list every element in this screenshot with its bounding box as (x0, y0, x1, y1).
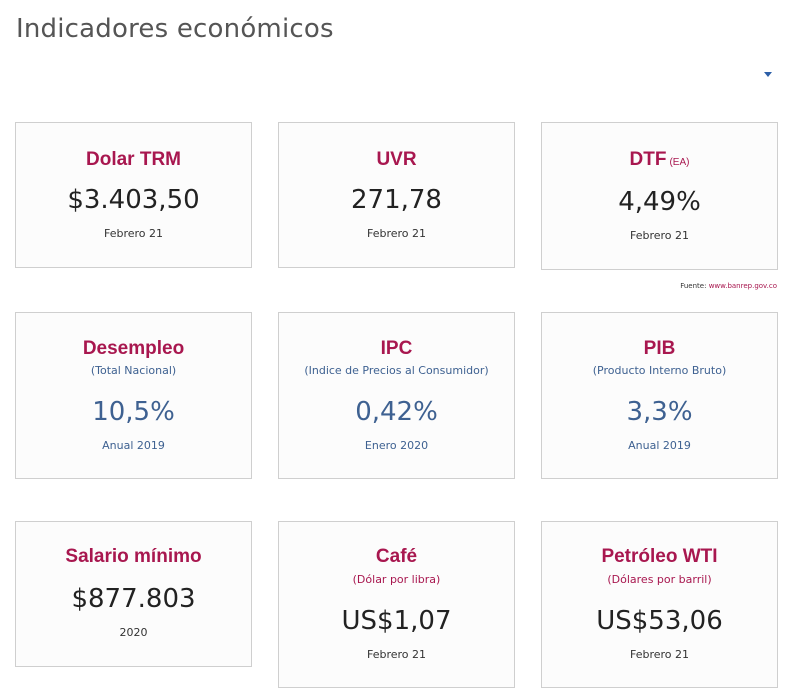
indicator-card-ipc: IPC (Indice de Precios al Consumidor) 0,… (278, 312, 515, 479)
card-title: Petróleo WTI (601, 546, 718, 567)
card-title: Desempleo (82, 338, 185, 359)
card-value: $3.403,50 (67, 185, 200, 215)
page-title: Indicadores económicos (16, 14, 334, 44)
caret-down-icon[interactable] (764, 72, 772, 77)
source-label: Fuente: (680, 282, 707, 290)
indicator-card-dolar-trm: Dolar TRM $3.403,50 Febrero 21 (15, 122, 252, 268)
card-value: US$53,06 (596, 606, 723, 636)
indicator-card-cafe: Café (Dólar por libra) US$1,07 Febrero 2… (278, 521, 515, 688)
card-subtitle: (Indice de Precios al Consumidor) (304, 364, 489, 377)
indicator-card-uvr: UVR 271,78 Febrero 21 (278, 122, 515, 268)
card-title: PIB (643, 338, 676, 359)
card-value: 3,3% (626, 397, 693, 427)
card-subtitle: (Total Nacional) (90, 364, 177, 377)
card-date: Anual 2019 (102, 439, 165, 452)
card-title: UVR (376, 149, 417, 170)
indicator-card-salario-minimo: Salario mínimo $877.803 2020 (15, 521, 252, 667)
indicator-card-petroleo-wti: Petróleo WTI (Dólares por barril) US$53,… (541, 521, 778, 688)
card-date: Febrero 21 (366, 227, 427, 240)
card-title: DTF (EA) (629, 149, 690, 170)
card-date: Febrero 21 (629, 229, 690, 242)
card-subtitle: (Producto Interno Bruto) (592, 364, 727, 377)
card-title: Café (375, 546, 418, 567)
source-link[interactable]: www.banrep.gov.co (708, 282, 777, 290)
card-value: 10,5% (92, 397, 175, 427)
card-title-suffix: (EA) (669, 157, 690, 168)
card-value: 4,49% (618, 187, 701, 217)
card-date: Anual 2019 (628, 439, 691, 452)
card-title: Salario mínimo (65, 546, 202, 567)
card-date: Febrero 21 (366, 648, 427, 661)
indicator-card-dtf: DTF (EA) 4,49% Febrero 21 (541, 122, 778, 270)
card-subtitle: (Dólar por libra) (352, 573, 441, 586)
card-date: Enero 2020 (364, 439, 429, 452)
indicator-card-desempleo: Desempleo (Total Nacional) 10,5% Anual 2… (15, 312, 252, 479)
card-value: 271,78 (351, 185, 442, 215)
card-value: $877.803 (71, 584, 196, 614)
card-subtitle: (Dólares por barril) (607, 573, 712, 586)
indicator-card-pib: PIB (Producto Interno Bruto) 3,3% Anual … (541, 312, 778, 479)
card-title: IPC (380, 338, 413, 359)
card-date: 2020 (119, 626, 148, 639)
source-note: Fuente: www.banrep.gov.co (680, 282, 777, 290)
card-date: Febrero 21 (629, 648, 690, 661)
card-value: US$1,07 (341, 606, 452, 636)
card-title: Dolar TRM (86, 149, 181, 170)
card-date: Febrero 21 (103, 227, 164, 240)
card-value: 0,42% (355, 397, 438, 427)
